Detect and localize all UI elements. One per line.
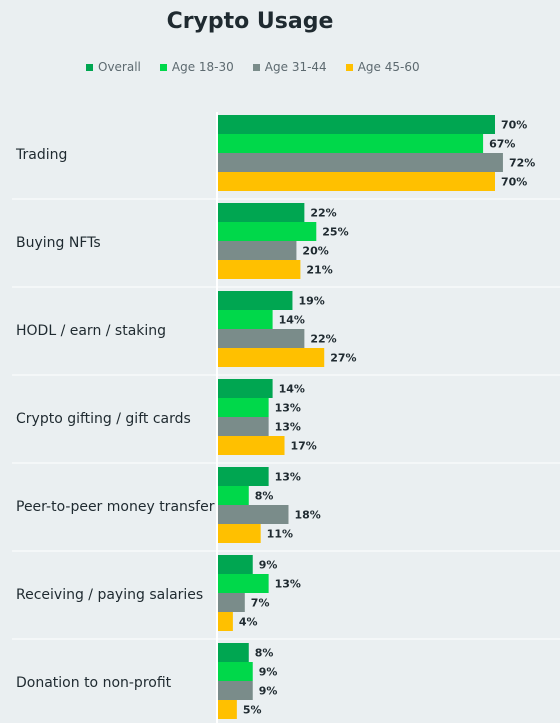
bar xyxy=(217,203,305,222)
data-label: 9% xyxy=(259,559,278,572)
legend-swatch xyxy=(345,63,353,71)
legend-item: Age 45-60 xyxy=(345,60,420,74)
legend-label: Overall xyxy=(98,60,141,74)
bar xyxy=(217,329,305,348)
bar xyxy=(217,700,237,719)
bar xyxy=(217,681,253,700)
data-label: 9% xyxy=(259,666,278,679)
bar xyxy=(217,612,233,631)
bar xyxy=(217,643,249,662)
data-label: 14% xyxy=(279,383,305,396)
chart-legend: Overall Age 18-30 Age 31-44 Age 45-60 xyxy=(86,59,439,75)
legend-swatch xyxy=(252,63,260,71)
bar xyxy=(217,153,503,172)
bar xyxy=(217,436,285,455)
bar xyxy=(217,348,325,367)
data-label: 14% xyxy=(279,314,305,327)
category-label: Buying NFTs xyxy=(16,235,101,251)
bar xyxy=(217,662,253,681)
data-label: 67% xyxy=(489,138,515,151)
category-label: Trading xyxy=(15,147,67,163)
legend-swatch xyxy=(159,63,167,71)
chart-title: Crypto Usage xyxy=(166,9,334,34)
bar xyxy=(217,291,293,310)
data-label: 25% xyxy=(322,226,348,239)
legend-item: Age 31-44 xyxy=(252,60,327,74)
category-label: Crypto gifting / gift cards xyxy=(16,411,191,427)
legend-item: Overall xyxy=(86,60,141,74)
bar xyxy=(217,241,297,260)
category-label: HODL / earn / staking xyxy=(16,323,166,339)
data-label: 13% xyxy=(275,471,301,484)
data-label: 13% xyxy=(275,578,301,591)
bar xyxy=(217,379,273,398)
legend-label: Age 18-30 xyxy=(171,60,234,74)
bar xyxy=(217,172,495,191)
bar xyxy=(217,134,484,153)
bar xyxy=(217,222,317,241)
legend-label: Age 31-44 xyxy=(264,60,327,74)
legend-label: Age 45-60 xyxy=(357,60,420,74)
bar xyxy=(217,593,245,612)
data-label: 27% xyxy=(330,352,356,365)
bar xyxy=(217,505,289,524)
bar xyxy=(217,524,261,543)
data-label: 9% xyxy=(259,685,278,698)
data-label: 13% xyxy=(275,421,301,434)
bar xyxy=(217,467,269,486)
data-label: 21% xyxy=(306,264,332,277)
data-label: 11% xyxy=(267,528,293,541)
data-label: 20% xyxy=(302,245,328,258)
bar xyxy=(217,574,269,593)
data-label: 22% xyxy=(310,207,336,220)
legend-swatch xyxy=(86,63,93,71)
data-label: 70% xyxy=(501,119,527,132)
category-label: Peer-to-peer money transfer xyxy=(16,499,215,515)
data-label: 8% xyxy=(255,490,274,503)
data-label: 22% xyxy=(310,333,336,346)
bar xyxy=(217,260,301,279)
data-label: 7% xyxy=(251,597,270,610)
bar xyxy=(217,417,269,436)
data-label: 5% xyxy=(243,704,262,717)
data-label: 18% xyxy=(294,509,320,522)
bar xyxy=(217,310,273,329)
bar xyxy=(217,555,253,574)
bar xyxy=(217,398,269,417)
data-label: 8% xyxy=(255,647,274,660)
data-label: 13% xyxy=(275,402,301,415)
data-label: 19% xyxy=(298,295,324,308)
data-label: 4% xyxy=(239,616,258,629)
data-label: 72% xyxy=(509,157,535,170)
data-label: 70% xyxy=(501,176,527,189)
legend-item: Age 18-30 xyxy=(159,60,234,74)
category-label: Receiving / paying salaries xyxy=(16,587,203,603)
data-label: 17% xyxy=(291,440,317,453)
bar xyxy=(217,486,249,505)
bar xyxy=(217,115,495,134)
category-label: Donation to non-profit xyxy=(16,675,172,691)
